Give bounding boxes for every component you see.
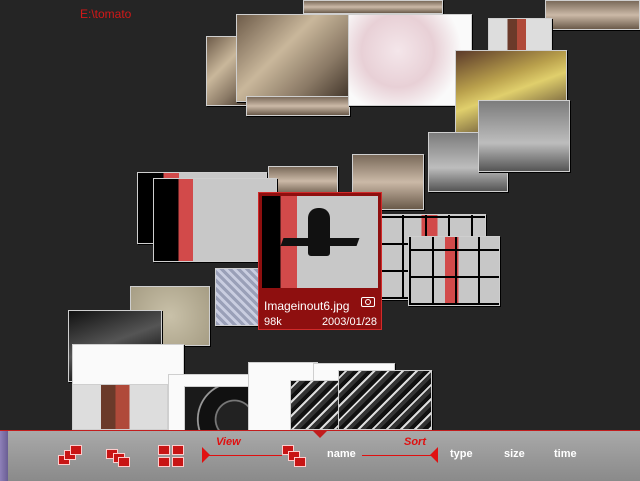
toolbar-notch-icon	[312, 430, 328, 438]
thumbnail[interactable]	[478, 100, 570, 172]
folder-path: E:\tomato	[80, 7, 132, 21]
toolbar-edge	[0, 431, 8, 481]
thumbnail[interactable]	[408, 236, 500, 306]
selected-thumbnail[interactable]: Imageinout6.jpg 98k 2003/01/28	[258, 192, 382, 330]
selected-date: 2003/01/28	[321, 316, 377, 328]
camera-icon	[361, 297, 375, 307]
figure-shape	[308, 208, 330, 256]
sort-divider	[362, 455, 432, 456]
sort-arrow-icon[interactable]	[430, 447, 438, 463]
thumbnail[interactable]	[348, 14, 472, 106]
sort-option-time[interactable]: time	[554, 448, 577, 460]
thumbnail[interactable]	[72, 384, 168, 430]
thumbnail[interactable]	[72, 344, 184, 388]
thumbnail[interactable]	[153, 178, 277, 262]
selected-filesize: 98k	[264, 316, 282, 328]
thumbnail[interactable]	[488, 18, 552, 52]
view-grid-button[interactable]	[158, 443, 188, 469]
thumbnail[interactable]	[303, 0, 443, 14]
view-label: View	[216, 436, 241, 448]
sort-option-name[interactable]: name	[327, 448, 356, 460]
sort-label: Sort	[404, 436, 426, 448]
view-arrow-icon[interactable]	[202, 447, 210, 463]
thumbnail[interactable]	[338, 370, 432, 430]
bottom-toolbar: View Sort name type size time	[0, 430, 640, 481]
sort-option-type[interactable]: type	[450, 448, 473, 460]
thumbnail[interactable]	[545, 0, 640, 30]
sort-option-size[interactable]: size	[504, 448, 525, 460]
view-stack-medium-button[interactable]	[106, 445, 132, 467]
selected-filename: Imageinout6.jpg	[264, 299, 350, 313]
thumbnail[interactable]	[246, 96, 350, 116]
selected-image	[262, 196, 378, 288]
thumbnail[interactable]	[215, 268, 263, 326]
view-stack-large-button[interactable]	[282, 443, 308, 467]
view-divider	[204, 455, 282, 456]
view-stack-small-button[interactable]	[58, 445, 84, 467]
figure-legs	[280, 238, 360, 246]
thumbnail[interactable]	[236, 14, 352, 102]
